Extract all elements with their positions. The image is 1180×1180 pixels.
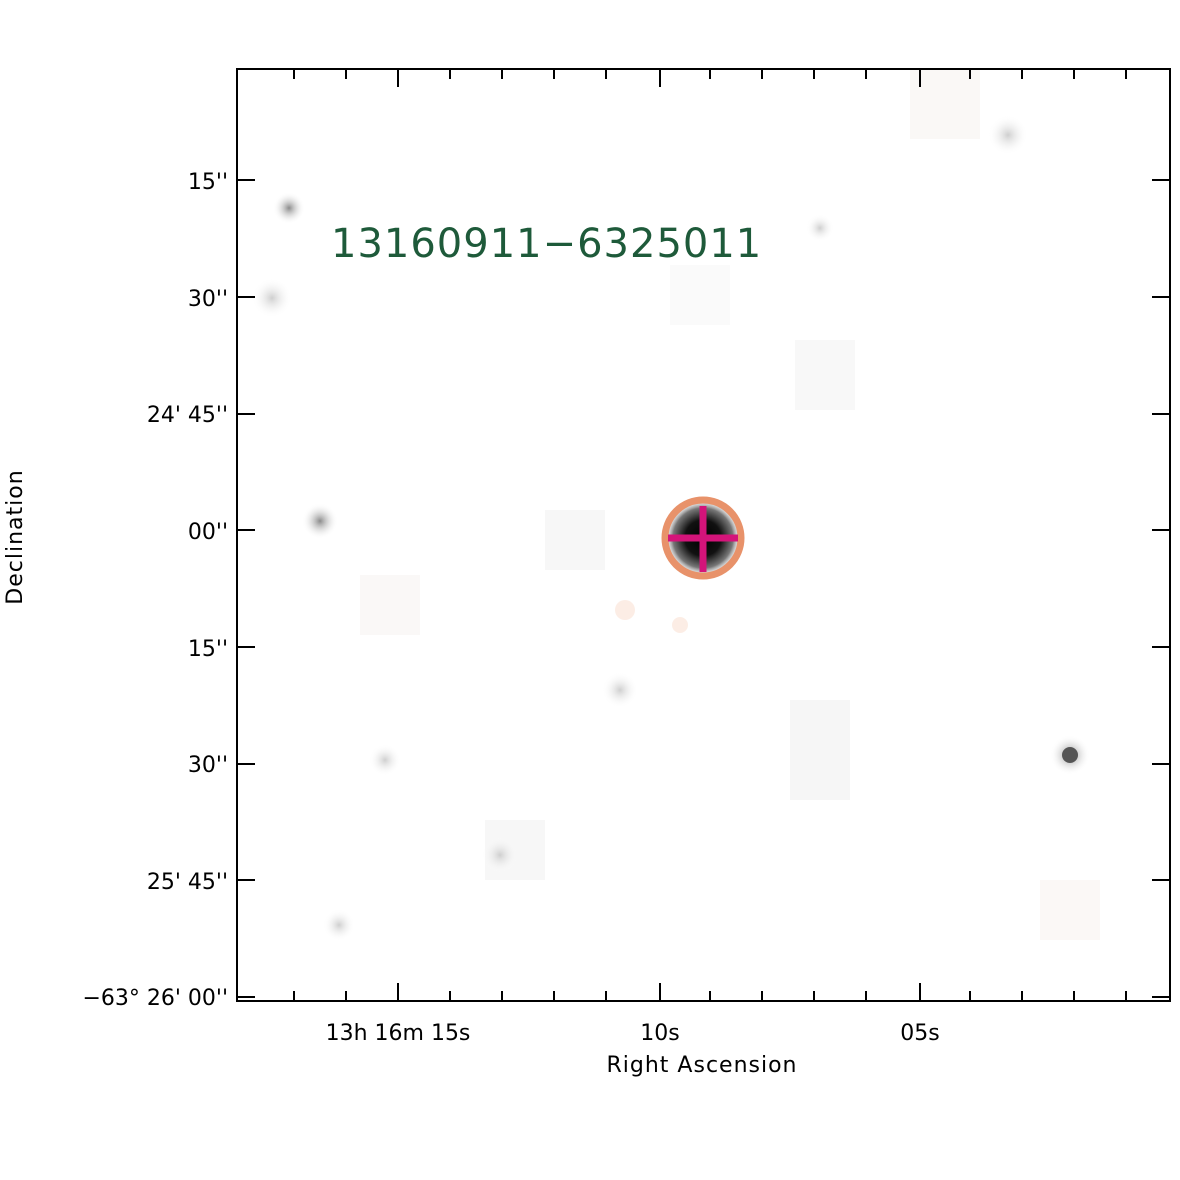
dec-tick-labels: 15'' 30'' 24' 45'' 00'' 15'' 30'' 25' 45…: [82, 170, 228, 1011]
target-cross: [668, 506, 738, 572]
dec-tick-label: 30'': [188, 287, 228, 312]
sky-image: 13160911−6325011: [237, 69, 1170, 1001]
dec-tick-label: 25' 45'': [147, 870, 228, 895]
dec-tick-label: 00'': [188, 520, 228, 545]
y-axis-title: Declination: [3, 469, 28, 604]
plot-frame: [236, 68, 1171, 1002]
ra-tick-label: 13h 16m 15s: [326, 1021, 471, 1046]
dec-tick-label: 24' 45'': [147, 403, 228, 428]
source-id-label: 13160911−6325011: [331, 221, 762, 267]
dec-tick-label: 15'': [188, 170, 228, 195]
ra-tick-labels: 13h 16m 15s 10s 05s: [326, 1021, 940, 1046]
axis-ticks: [237, 69, 1170, 1001]
target-circle: [661, 496, 745, 580]
dec-tick-label: −63° 26' 00'': [82, 986, 228, 1011]
ra-tick-label: 05s: [900, 1021, 939, 1046]
ra-tick-label: 10s: [640, 1021, 679, 1046]
x-axis-title: Right Ascension: [607, 1053, 798, 1078]
dec-tick-label: 15'': [188, 637, 228, 662]
dec-tick-label: 30'': [188, 753, 228, 778]
